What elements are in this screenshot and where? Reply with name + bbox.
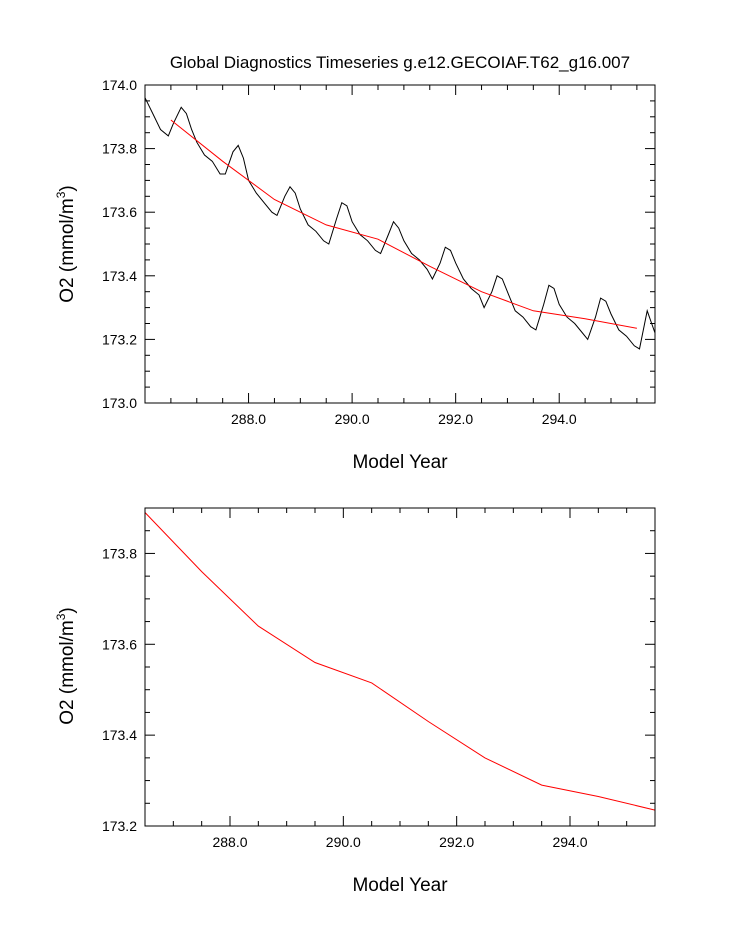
bottom-x-tick-label: 292.0 <box>439 834 474 850</box>
top-y-axis-title: O2 (mmol/m3) <box>54 185 78 303</box>
bottom-y-tick-label: 173.8 <box>102 545 137 561</box>
top-series-layer <box>144 97 656 350</box>
bottom-x-tick-label: 290.0 <box>326 834 361 850</box>
top-y-tick-label: 174.0 <box>102 77 137 93</box>
bottom-series-layer <box>144 512 656 811</box>
top-x-tick-label: 294.0 <box>542 411 577 427</box>
top-x-tick-label: 290.0 <box>335 411 370 427</box>
bottom-x-tick-label: 294.0 <box>552 834 587 850</box>
bottom-series-trend-line <box>144 512 656 811</box>
top-plot-frame <box>144 84 656 404</box>
figure-title: Global Diagnostics Timeseries g.e12.GECO… <box>170 53 630 72</box>
bottom-panel: 173.2 173.4 173.6 173.8 288.0 290.0 292.0 294.0… <box>54 507 656 896</box>
top-panel: 173.0 173.2 173.4 173.6 173.8 174.0 288.0 290.0… <box>54 77 656 473</box>
bottom-tick-labels: 173.2 173.4 173.6 173.8 288.0 290.0 292.0 294.0 <box>102 545 588 850</box>
bottom-y-tick-label: 173.6 <box>102 636 137 652</box>
bottom-y-tick-label: 173.4 <box>102 727 137 743</box>
top-x-tick-label: 292.0 <box>438 411 473 427</box>
bottom-y-tick-label: 173.2 <box>102 818 137 834</box>
top-y-tick-label: 173.2 <box>102 331 137 347</box>
top-y-tick-label: 173.8 <box>102 141 137 157</box>
bottom-x-axis-title: Model Year <box>352 875 448 896</box>
top-y-tick-label: 173.4 <box>102 268 137 284</box>
top-tick-labels: 173.0 173.2 173.4 173.6 173.8 174.0 288.0 290.0… <box>102 77 577 427</box>
top-y-tick-label: 173.0 <box>102 395 137 411</box>
top-gridticks <box>144 84 655 404</box>
bottom-x-tick-label: 288.0 <box>212 834 247 850</box>
top-series-trend-line <box>170 119 637 329</box>
bottom-gridticks <box>144 507 656 827</box>
top-x-tick-label: 288.0 <box>231 411 266 427</box>
bottom-plot-frame <box>144 507 656 827</box>
top-x-axis-title: Model Year <box>352 452 448 473</box>
bottom-y-axis-title: O2 (mmol/m3) <box>54 607 78 725</box>
top-series-timeseries-line <box>144 97 656 350</box>
top-y-tick-label: 173.6 <box>102 204 137 220</box>
